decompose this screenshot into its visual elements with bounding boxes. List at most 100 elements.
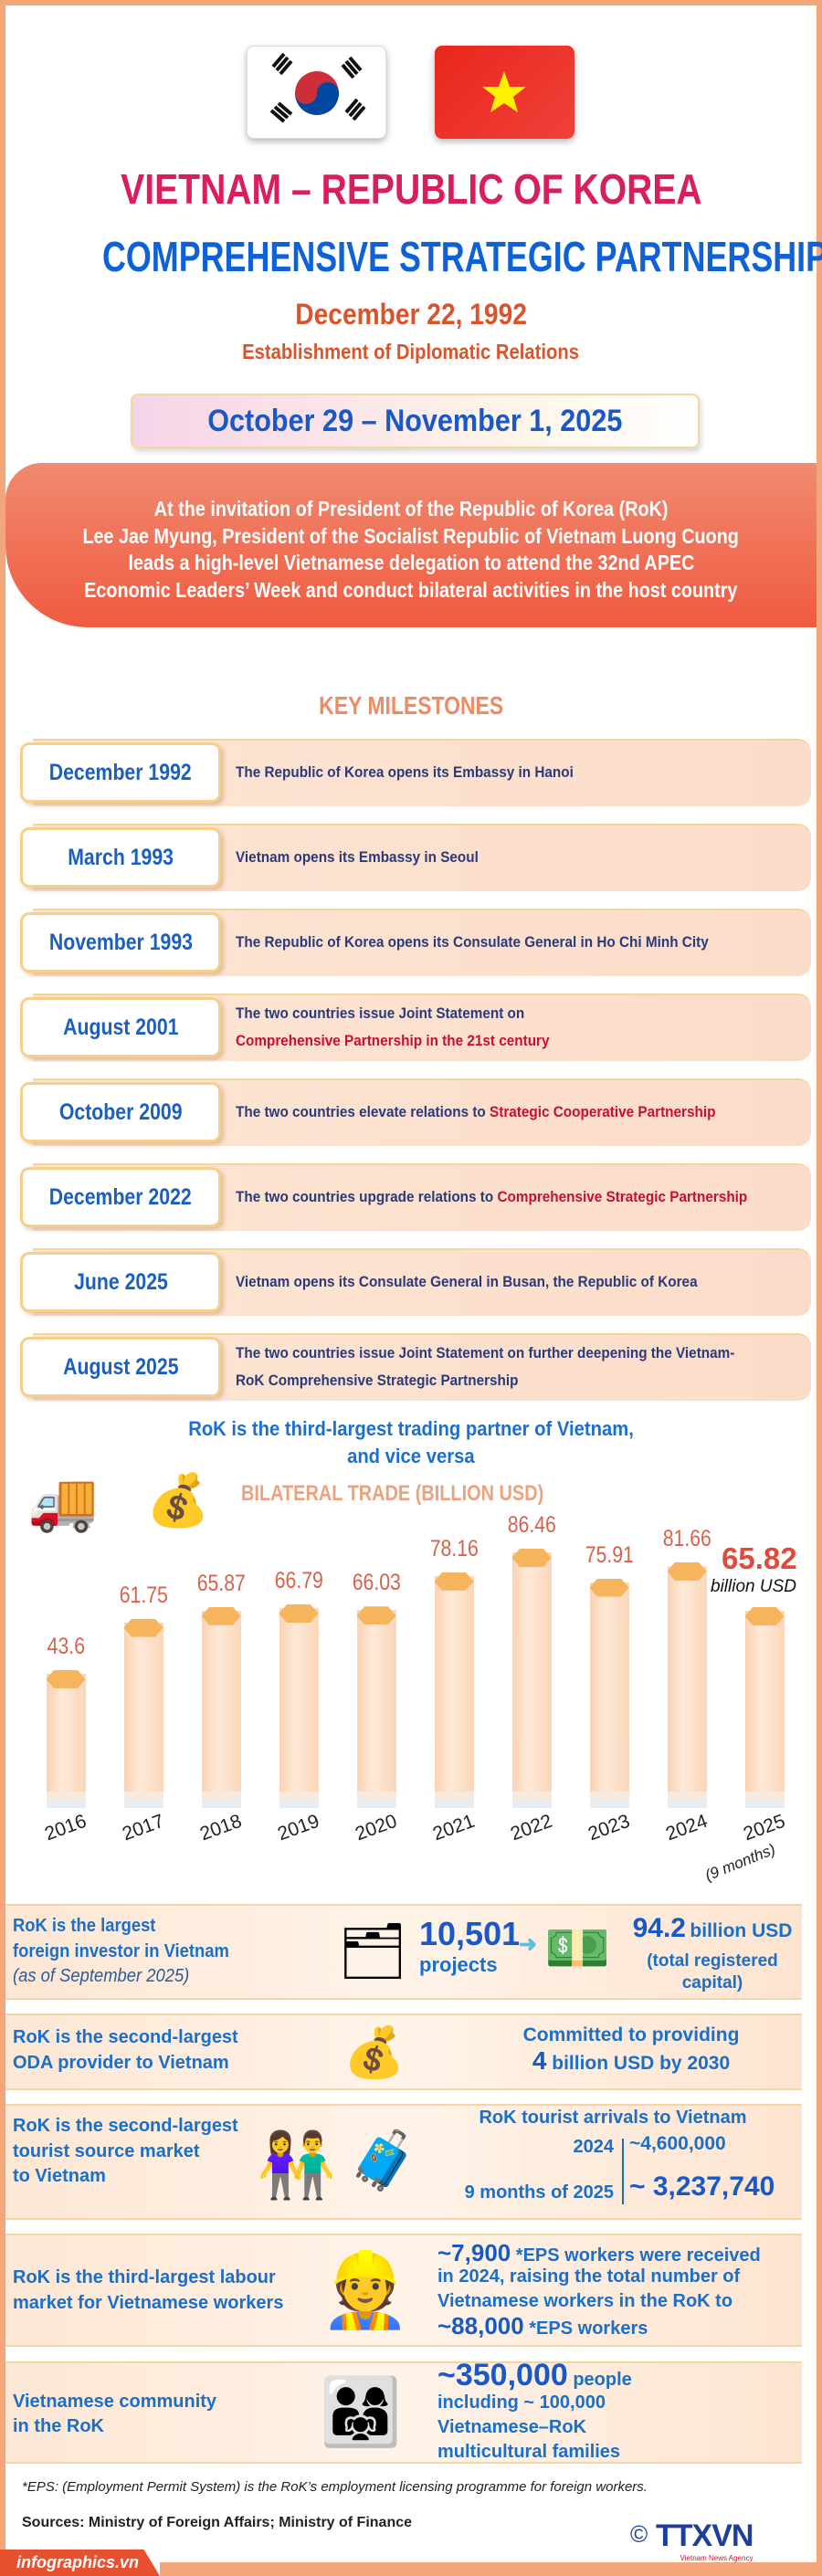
milestone-description: The two countries issue Joint Statement … [236,1344,735,1389]
year-label: 2018 [196,1810,245,1845]
chart-title: BILATERAL TRADE (BILLION USD) [241,1481,544,1506]
milestone-description: The Republic of Korea opens its Consulat… [236,933,709,951]
milestone-row: August 2001 The two countries issue Joint… [20,992,811,1063]
community-value: ~350,000 people [437,2358,632,2392]
capital-label1: (total registered [647,1951,778,1971]
labour-r3: Vietnamese workers in the RoK to [437,2291,733,2311]
milestone-description: Vietnam opens its Consulate General in B… [236,1273,698,1290]
labour-r4: ~88,000 *EPS workers [437,2312,648,2339]
site-link[interactable]: infographics.vn [0,2550,160,2576]
investor-line2: foreign investor in Vietnam [13,1941,229,1961]
money-stack-icon: 💵 [544,1919,611,1978]
value-label: 86.46 [507,1511,556,1538]
investor-line1: RoK is the largest [13,1916,156,1936]
milestone-row: June 2025 Vietnam opens its Consulate Gen… [20,1246,811,1318]
established-label: Establishment of Diplomatic Relations [242,340,580,363]
visit-dates: October 29 – November 1, 2025 [131,394,700,448]
year-label: 2024 [662,1810,711,1845]
folders-icon: 🗂 [338,1920,408,1982]
oda-commit-line2: 4 billion USD by 2030 [532,2046,731,2075]
tourism-row1-value: ~4,600,000 [629,2133,726,2154]
bar-cap [123,1618,163,1637]
section-community: Vietnamese community in the RoK 👨‍👩‍👧 ~3… [5,2358,802,2464]
year-label: 2019 [274,1810,322,1845]
labour-r2: in 2024, raising the total number of [437,2266,741,2287]
footnote: *EPS: (Employment Permit System) is the … [22,2479,648,2495]
section-oda: RoK is the second-largest ODA provider t… [5,2013,802,2090]
community-line2: in the RoK [13,2416,104,2436]
tourism-row1-label: 2024 [573,2137,615,2157]
milestone-description: The two countries upgrade relations to C… [236,1188,748,1205]
tourism-row2-label: 9 months of 2025 [464,2182,614,2203]
milestone-date: December 2022 [20,1167,221,1227]
milestone-date: August 2025 [20,1337,221,1397]
labour-r1: ~7,900 *EPS workers were received [437,2239,761,2266]
bar-cap [279,1603,319,1623]
tourists-luggage-icon: 🧳 [348,2129,419,2192]
bar-2018 [201,1610,241,1809]
bar-cap [511,1548,552,1567]
milestone-description: Vietnam opens its Embassy in Seoul [236,848,479,866]
section-tourism: RoK is the second-largest tourist source… [5,2104,802,2220]
trade-heading: RoK is the third-largest trading partner… [188,1417,634,1467]
milestone-date: March 1993 [20,827,221,888]
intro-line: leads a high-level Vietnamese delegation… [128,551,694,574]
tourism-line1: RoK is the second-largest [13,2116,238,2136]
money-bag-growth-icon: 💰 [343,2025,406,2080]
title-line2: COMPREHENSIVE STRATEGIC PARTNERSHIP [101,233,822,280]
community-r4: multicultural families [437,2442,621,2462]
milestone-row: August 2025 The two countries issue Joint… [20,1331,811,1403]
ttxvn-logo: TTXVN Vietnam News Agency [656,2518,754,2562]
flag-vietnam [435,46,574,139]
community-r2: including ~ 100,000 [437,2392,606,2413]
bar-cap [201,1606,241,1625]
year-label: 2017 [119,1810,167,1845]
value-label: 61.75 [119,1582,168,1608]
bar-2024 [667,1565,707,1809]
milestone-description: The two countries issue Joint Statement … [236,992,811,1063]
value-label: 66.03 [352,1570,401,1596]
milestones-title: KEY MILESTONES [318,691,503,720]
workers-group-icon: 👷 [320,2249,411,2330]
bar-cap [356,1606,396,1625]
last-value-unit: billion USD [711,1577,796,1596]
bar-2025 [744,1610,785,1809]
bar-2021 [434,1575,474,1809]
bar-2019 [279,1607,319,1809]
footer-strip [160,2562,822,2576]
family-icon: 👨‍👩‍👧 [320,2376,402,2449]
oda-line1: RoK is the second-largest [13,2027,238,2047]
milestone-date: August 2001 [20,997,221,1057]
section-investor: RoK is the largest foreign investor in V… [5,1904,802,2000]
milestone-row: March 1993 Vietnam opens its Embassy in S… [20,822,811,893]
value-label: 65.82 [722,1541,797,1575]
community-r3: Vietnamese–RoK [437,2417,587,2437]
milestone-row: December 1992 The Republic of Korea opens… [20,737,811,808]
section-labour: RoK is the third-largest labour market f… [5,2234,802,2347]
tourism-heading: RoK tourist arrivals to Vietnam [479,2108,747,2128]
capital-value: 94.2 billion USD [632,1913,793,1943]
investor-note: (as of September 2025) [13,1966,190,1986]
milestone-row: October 2009 The two countries elevate re… [20,1077,811,1148]
milestone-description: The Republic of Korea opens its Embassy … [236,763,574,781]
sources: Sources: Ministry of Foreign Affairs; Mi… [22,2515,413,2530]
milestone-row: December 2022 The two countries upgrade r… [20,1162,811,1233]
tourism-row2-value: ~ 3,237,740 [629,2171,775,2202]
hanbok-couple-icon: 👫 [257,2129,337,2201]
value-label: 81.66 [662,1525,711,1551]
tourism-divider [622,2139,624,2204]
bar-2016 [46,1673,86,1809]
bar-2022 [511,1551,552,1809]
copyright-icon: © [630,2520,648,2548]
value-label: 78.16 [429,1535,479,1561]
community-line1: Vietnamese community [13,2392,217,2412]
labour-line1: RoK is the third-largest labour [13,2267,276,2287]
milestone-date: December 1992 [20,742,221,803]
intro-line: Economic Leaders’ Week and conduct bilat… [84,577,738,602]
bar-cap [744,1606,785,1625]
milestone-row: November 1993 The Republic of Korea opens… [20,907,811,978]
bar-cap [434,1572,474,1591]
bar-cap [46,1669,86,1688]
oda-line2: ODA provider to Vietnam [13,2053,229,2073]
bar-2020 [356,1610,396,1808]
